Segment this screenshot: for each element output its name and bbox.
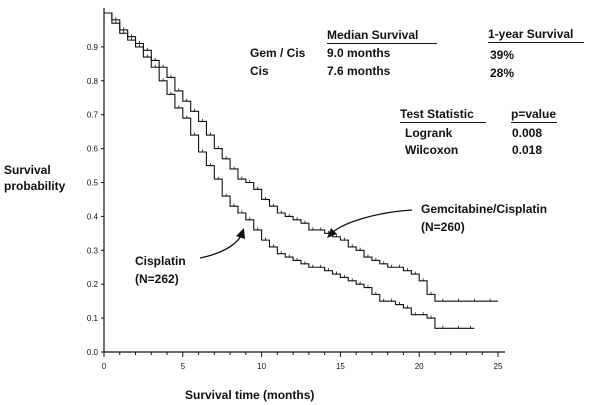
- test-wilcoxon-name: Wilcoxon: [405, 143, 459, 157]
- y-tick-label: 0.4: [87, 212, 99, 221]
- y-tick-label: 0.2: [87, 280, 99, 289]
- y-axis-label-line2: probability: [4, 179, 66, 193]
- row-label-gemcis: Gem / Cis: [250, 46, 306, 60]
- x-tick-label: 0: [102, 362, 107, 371]
- x-tick-label: 5: [181, 362, 186, 371]
- y-tick-label: 0.1: [87, 314, 99, 323]
- y-tick-label: 0.8: [87, 77, 99, 86]
- x-tick-label: 20: [415, 362, 424, 371]
- row-label-cis: Cis: [250, 64, 269, 78]
- curves-group: [104, 12, 498, 329]
- series-label-cisplatin: Cisplatin: [135, 254, 186, 268]
- test-logrank-p: 0.008: [512, 126, 543, 140]
- test-statistic-header: Test Statistic: [400, 107, 486, 123]
- x-tick-label: 25: [494, 362, 503, 371]
- y-axis-label-line1: Survival: [4, 163, 51, 177]
- test-logrank-name: Logrank: [405, 126, 453, 140]
- x-tick-label: 10: [257, 362, 266, 371]
- y-tick-label: 0.7: [87, 111, 99, 120]
- series-n-gemcitabine: (N=260): [421, 220, 465, 234]
- axes-group: 0.0 0.1 0.2 0.3 0.4 0.5 0.6 0.7 0.8 0.9 0 5 10 15 20 25: [87, 8, 505, 371]
- km-curve-gemcitabine-cisplatin: [104, 12, 498, 302]
- y-tick-label: 0.9: [87, 43, 99, 52]
- arrow-cisplatin-head: [236, 228, 245, 239]
- y-tick-label: 0.6: [87, 145, 99, 154]
- x-axis-label: Survival time (months): [185, 388, 315, 402]
- arrow-gemcitabine-head: [327, 228, 337, 238]
- test-wilcoxon-p: 0.018: [512, 143, 543, 157]
- km-curve-cisplatin: [104, 12, 475, 329]
- series-n-cisplatin: (N=262): [135, 272, 179, 286]
- oneyear-survival-header: 1-year Survival: [488, 27, 584, 43]
- callout-arrows: [199, 209, 413, 259]
- arrow-gemcitabine-shaft: [332, 209, 413, 233]
- x-tick-label: 15: [336, 362, 345, 371]
- median-cis: 7.6 months: [327, 64, 391, 78]
- series-label-gemcitabine: Gemcitabine/Cisplatin: [421, 202, 548, 216]
- median-survival-header: Median Survival: [327, 28, 437, 44]
- y-tick-label: 0.3: [87, 246, 99, 255]
- median-gemcis: 9.0 months: [327, 46, 391, 60]
- arrow-cisplatin-shaft: [199, 235, 242, 259]
- oneyear-cis: 28%: [490, 66, 515, 80]
- y-tick-label: 0.5: [87, 179, 99, 188]
- oneyear-gemcis: 39%: [490, 48, 515, 62]
- y-tick-label: 0.0: [87, 348, 99, 357]
- p-value-header: p=value: [511, 107, 557, 123]
